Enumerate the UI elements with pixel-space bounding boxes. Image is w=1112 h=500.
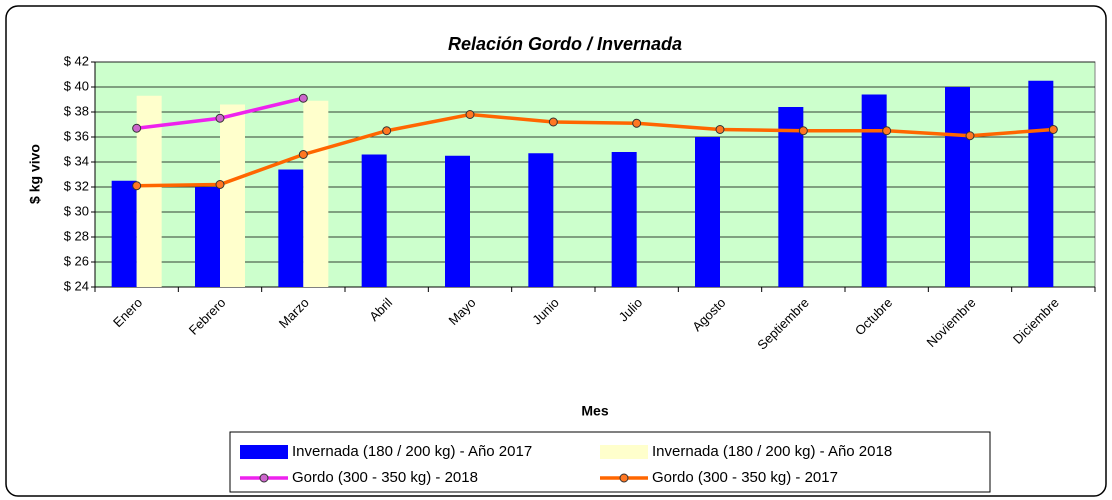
- line-marker: [882, 126, 892, 136]
- y-tick-label: $ 32: [64, 178, 89, 193]
- legend-marker: [619, 473, 629, 483]
- line-marker: [715, 125, 725, 134]
- line-marker: [965, 131, 975, 141]
- bar: [778, 107, 804, 287]
- line-marker: [298, 150, 308, 159]
- y-tick-label: $ 42: [64, 53, 89, 68]
- line-marker: [1048, 125, 1058, 134]
- bar: [1028, 80, 1054, 287]
- bar: [195, 187, 220, 287]
- y-tick-label: $ 24: [64, 278, 89, 293]
- line-marker: [132, 123, 142, 133]
- line-marker: [132, 181, 142, 191]
- bar: [303, 100, 329, 287]
- chart-title: Relación Gordo / Invernada: [448, 34, 682, 54]
- legend-label: Gordo (300 - 350 kg) - 2018: [292, 469, 478, 486]
- bar: [695, 137, 720, 287]
- bar: [220, 104, 245, 287]
- y-tick-label: $ 28: [64, 228, 89, 243]
- line-marker: [215, 113, 225, 123]
- line-marker: [798, 126, 808, 136]
- legend: [229, 431, 991, 493]
- bar: [445, 155, 470, 287]
- bar: [945, 87, 970, 287]
- legend-swatch: [600, 445, 648, 459]
- bar: [611, 152, 637, 287]
- bar: [361, 154, 387, 287]
- legend-swatch: [240, 445, 288, 459]
- legend-label: Gordo (300 - 350 kg) - 2017: [652, 469, 838, 486]
- legend-label: Invernada (180 / 200 kg) - Año 2017: [292, 443, 532, 460]
- y-tick-label: $ 38: [64, 103, 89, 118]
- y-tick-label: $ 30: [64, 203, 89, 218]
- line-marker: [465, 110, 475, 119]
- line-marker: [215, 180, 225, 189]
- y-tick-label: $ 36: [64, 128, 89, 143]
- line-marker: [548, 117, 558, 127]
- y-tick-label: $ 34: [64, 153, 89, 168]
- legend-marker: [259, 473, 269, 483]
- line-marker: [382, 126, 392, 136]
- y-tick-label: $ 40: [64, 78, 89, 93]
- x-axis-label: Mes: [581, 403, 608, 419]
- line-marker: [298, 93, 308, 103]
- bar: [528, 153, 554, 287]
- line-marker: [632, 118, 642, 128]
- line: [136, 112, 1054, 188]
- bar: [111, 180, 137, 287]
- legend-label: Invernada (180 / 200 kg) - Año 2018: [652, 443, 892, 460]
- bar: [861, 94, 887, 287]
- y-tick-label: $ 26: [64, 253, 89, 268]
- y-axis-label: $ kg vivo: [27, 144, 43, 204]
- bar: [278, 169, 304, 287]
